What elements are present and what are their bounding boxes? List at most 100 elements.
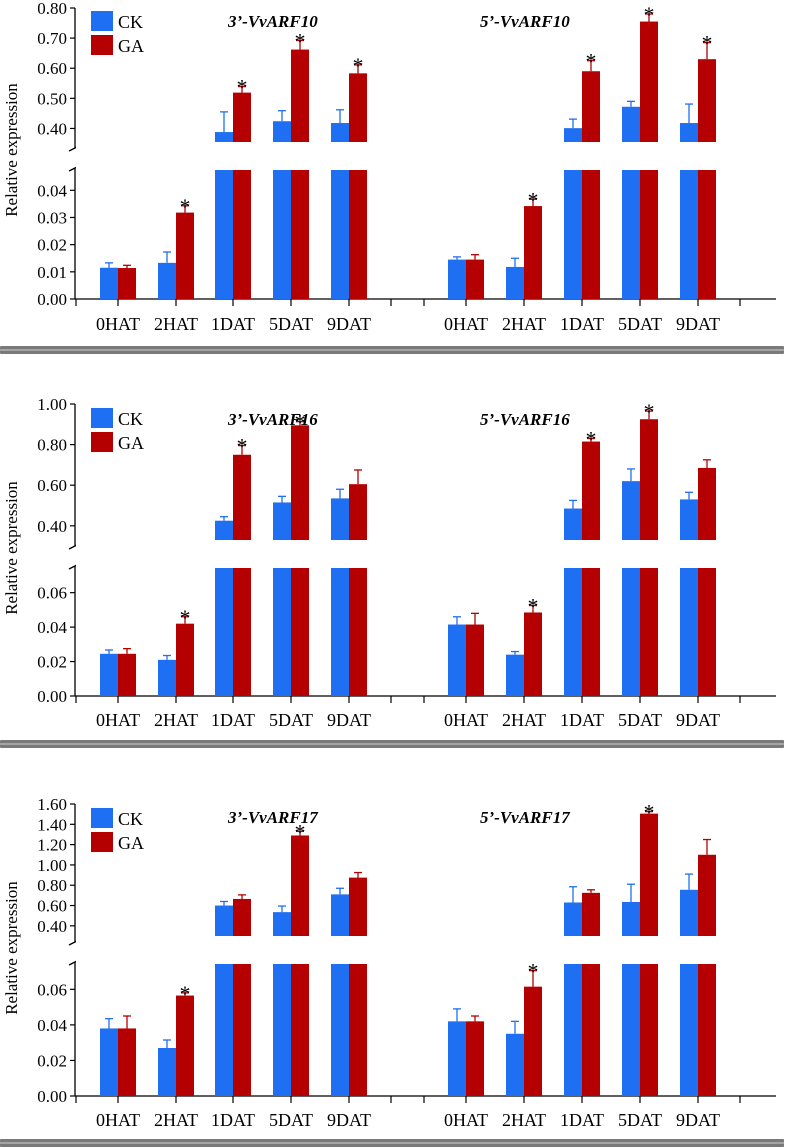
y-tick-label: 0.02 <box>37 1051 67 1070</box>
chart-2: 0.40 0.60 0.80 1.00 0.00 0.02 0.04 0.06 Relative… <box>0 395 784 748</box>
bar-ck <box>100 267 118 299</box>
panel-1: 3’-VvARF10 0HAT * 2HAT * 1DAT * 5DAT * 9DAT <box>75 12 392 334</box>
x-tick-label: 5DAT <box>618 1110 662 1130</box>
bar-ga <box>524 612 542 696</box>
x-tick-label: 2HAT <box>154 314 198 334</box>
y-tick-label: 0.40 <box>37 119 67 138</box>
y-axis-label: Relative expression <box>2 881 21 1015</box>
significance-star: * <box>528 187 539 212</box>
significance-star: * <box>180 981 191 1006</box>
x-tick-label: 0HAT <box>96 710 140 730</box>
bar-ga <box>176 212 194 299</box>
bar-ga <box>698 467 716 696</box>
bar-ga <box>233 898 251 1096</box>
gene-title: 5’-VvARF16 <box>480 410 570 429</box>
bar-ga <box>582 892 600 1096</box>
x-tick-label: 1DAT <box>560 314 604 334</box>
x-tick-label: 1DAT <box>560 710 604 730</box>
bar-ga <box>582 441 600 696</box>
x-tick-label: 0HAT <box>444 314 488 334</box>
x-tick-label: 5DAT <box>618 314 662 334</box>
x-tick-label: 2HAT <box>154 710 198 730</box>
bar-ga <box>524 206 542 299</box>
significance-star: * <box>295 410 306 435</box>
significance-star: * <box>295 819 306 844</box>
significance-star: * <box>180 605 191 630</box>
bar-ck <box>273 502 291 696</box>
bar-ck <box>506 266 524 299</box>
gene-title: 3’-VvARF16 <box>227 410 318 429</box>
significance-star: * <box>528 959 539 984</box>
panel-1: 3’-VvARF16 0HAT * 2HAT * 1DAT * 5DAT 9DAT <box>75 410 392 730</box>
bar-ga <box>291 49 309 300</box>
bar-ck <box>158 262 176 299</box>
x-tick-label: 0HAT <box>444 710 488 730</box>
y-tick-label: 0.60 <box>37 59 67 78</box>
bar-ga <box>466 624 484 696</box>
significance-star: * <box>644 2 655 27</box>
legend-label-ga: GA <box>118 36 144 56</box>
axis-break-band <box>76 142 777 170</box>
y-tick-label: 0.80 <box>37 876 67 895</box>
gene-title: 3’-VvARF10 <box>227 12 318 31</box>
bar-ck <box>564 902 582 1096</box>
gene-title: 3’-VvARF17 <box>227 808 319 827</box>
y-tick-label: 0.70 <box>37 29 67 48</box>
legend-label-ck: CK <box>118 12 143 32</box>
y-axis-label: Relative expression <box>2 83 21 217</box>
bar-ck <box>622 106 640 299</box>
bar-ck <box>215 905 233 1096</box>
bar-ga <box>176 995 194 1096</box>
bar-ga <box>466 259 484 299</box>
bar-ga <box>349 73 367 300</box>
y-tick-label: 0.80 <box>37 0 67 18</box>
x-tick-label: 0HAT <box>96 1110 140 1130</box>
bar-ck <box>564 508 582 696</box>
bar-ga <box>698 854 716 1096</box>
bar-ga <box>176 623 194 696</box>
legend-swatch-ck <box>91 11 113 31</box>
bar-ga <box>233 454 251 696</box>
bar-ck <box>564 128 582 299</box>
bar-ck <box>331 894 349 1096</box>
y-tick-label: 0.04 <box>37 181 67 200</box>
y-tick-label: 0.02 <box>37 236 67 255</box>
bar-ck <box>331 498 349 696</box>
gene-title: 5’-VvARF10 <box>480 12 570 31</box>
axis-break-band <box>76 540 777 568</box>
axis-break-band <box>76 936 777 964</box>
bar-ck <box>215 132 233 299</box>
x-tick-label: 1DAT <box>211 1110 255 1130</box>
legend-swatch-ga <box>91 432 113 452</box>
x-tick-label: 0HAT <box>444 1110 488 1130</box>
y-tick-label: 0.02 <box>37 653 67 672</box>
x-tick-label: 2HAT <box>502 1110 546 1130</box>
significance-star: * <box>644 800 655 825</box>
legend-label-ck: CK <box>118 809 143 829</box>
y-tick-label: 0.80 <box>37 436 67 455</box>
x-tick-label: 9DAT <box>676 1110 720 1130</box>
bar-ck <box>158 659 176 696</box>
legend-swatch-ck <box>91 408 113 428</box>
bar-ga <box>698 59 716 299</box>
x-tick-label: 2HAT <box>502 710 546 730</box>
x-tick-label: 1DAT <box>560 1110 604 1130</box>
bar-ga <box>466 1021 484 1096</box>
bar-ga <box>349 484 367 696</box>
chart-1: 0.40 0.50 0.60 0.70 0.80 0.00 0.01 0.02 0.03 0.04… <box>0 0 784 354</box>
y-tick-label: 0.60 <box>37 476 67 495</box>
y-tick-label: 1.20 <box>37 836 67 855</box>
y-tick-label: 1.40 <box>37 815 67 834</box>
significance-star: * <box>180 194 191 219</box>
x-tick-label: 9DAT <box>327 314 371 334</box>
legend-swatch-ck <box>91 808 113 828</box>
y-tick-label: 0.00 <box>37 1087 67 1106</box>
bar-ck <box>680 499 698 696</box>
y-tick-label: 0.06 <box>37 584 67 603</box>
bar-ck <box>506 654 524 696</box>
significance-star: * <box>237 434 248 459</box>
y-tick-label: 0.00 <box>37 687 67 706</box>
bar-ck <box>448 1021 466 1096</box>
y-tick-label: 0.04 <box>37 1016 67 1035</box>
